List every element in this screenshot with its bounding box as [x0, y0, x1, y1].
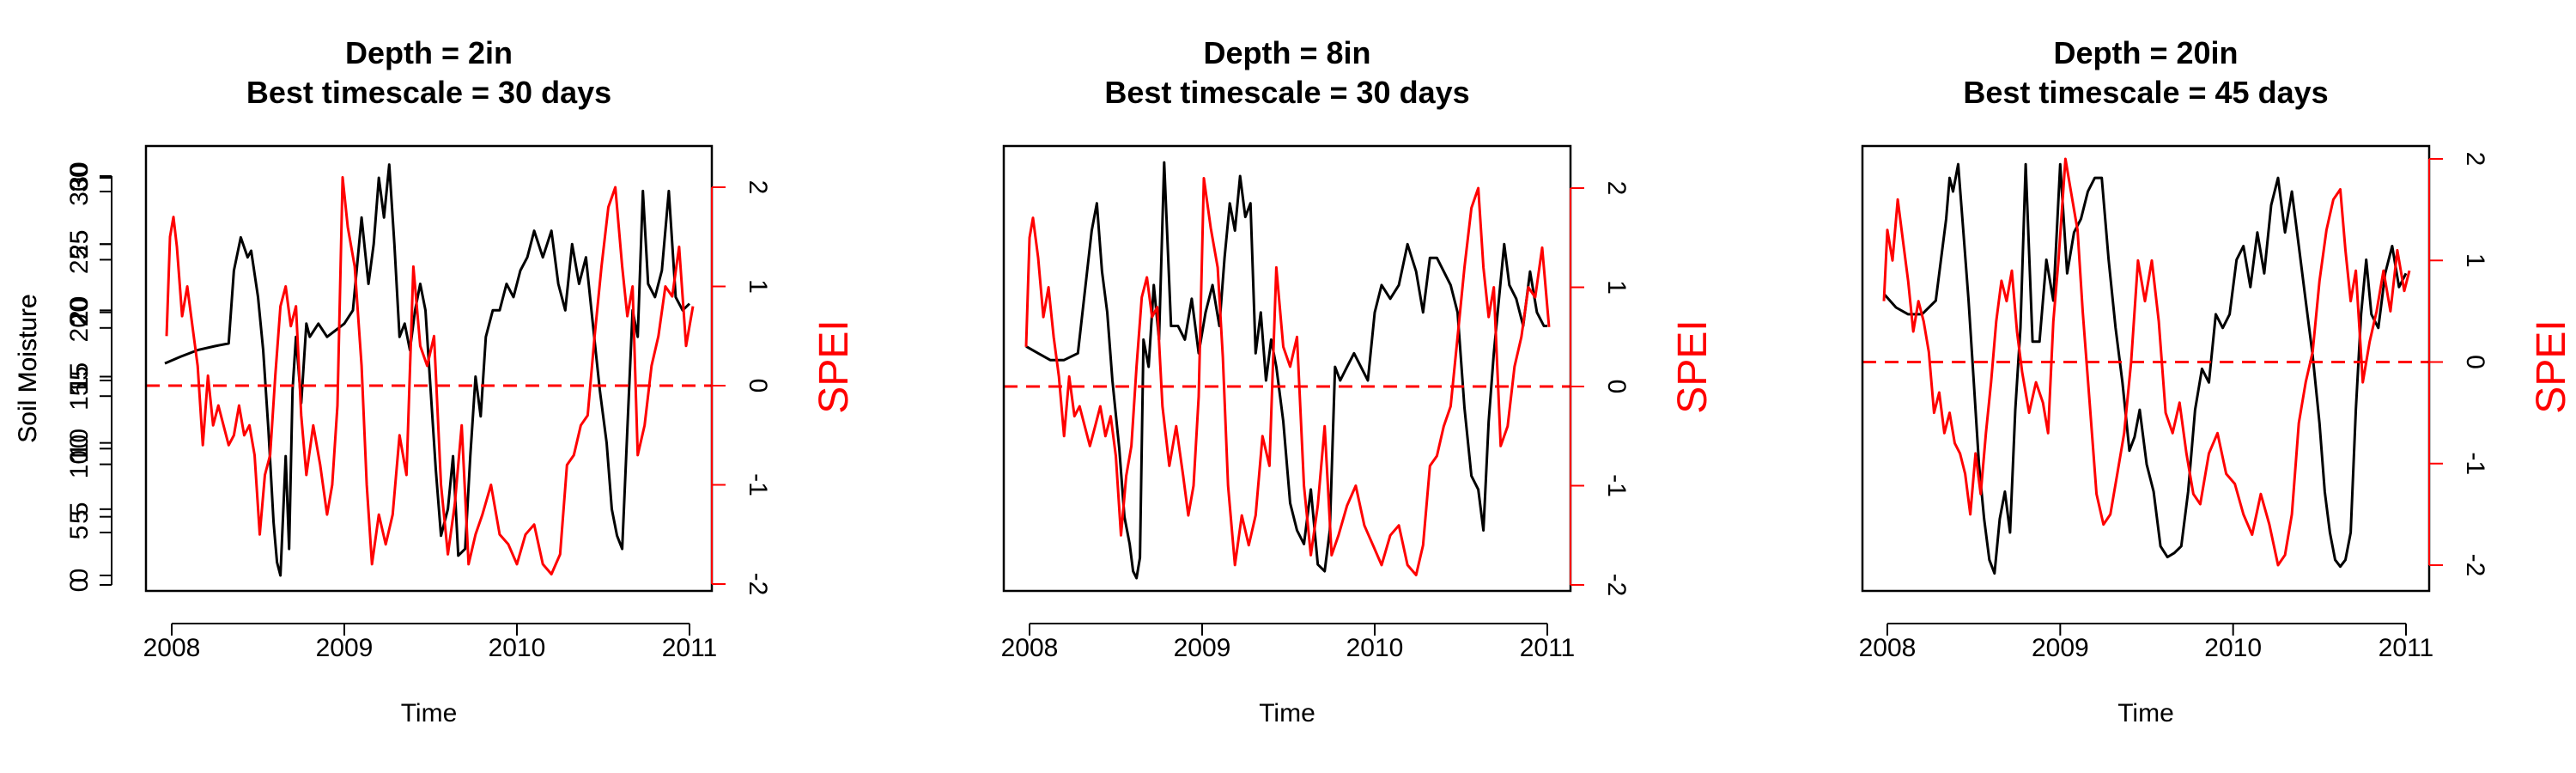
y-tick-label: 25: [65, 230, 94, 259]
y2-tick-label: -2: [2461, 554, 2489, 577]
y2-tick-label: -2: [744, 573, 772, 596]
y-tick-label: 10: [65, 429, 94, 457]
y-tick-label: 30: [65, 177, 94, 205]
y2-tick-label: 2: [2461, 152, 2489, 167]
x-tick-label: 2011: [2379, 634, 2434, 662]
y2-tick-label: -1: [1602, 474, 1631, 497]
y-tick-label: 5: [65, 509, 94, 524]
x-tick-label: 2008: [1001, 634, 1059, 662]
y-tick-label: 15: [65, 382, 94, 411]
x-axis-label: Time: [1259, 699, 1315, 727]
y-tick-label: 25: [65, 246, 94, 274]
y2-axis-label: SPEI: [2529, 320, 2574, 413]
chart-title: Depth = 8in: [1203, 35, 1370, 70]
y2-tick-label: -1: [744, 473, 772, 496]
y-axis-label: Soil Moisture: [14, 294, 42, 442]
y-tick-label: 0: [65, 569, 94, 583]
chart-subtitle: Best timescale = 30 days: [246, 75, 611, 110]
y-tick-label: 10: [65, 450, 94, 478]
y2-tick-label: -1: [2461, 452, 2489, 475]
chart-title: Depth = 20in: [2053, 35, 2238, 70]
y-tick-label: 5: [65, 502, 94, 516]
x-tick-label: 2010: [2204, 634, 2262, 662]
x-tick-label: 2008: [1859, 634, 1917, 662]
y2-tick-label: 1: [1602, 280, 1631, 295]
y2-axis-label: SPEI: [1670, 320, 1716, 413]
x-tick-label: 2010: [489, 634, 546, 662]
y2-tick-label: 0: [2461, 355, 2489, 369]
y2-axis-label: SPEI: [811, 320, 857, 413]
y-axis-label: Soil Moisture: [14, 294, 42, 442]
soil-moisture-series-line: [1025, 161, 1547, 580]
chart-subtitle: Best timescale = 30 days: [1104, 75, 1469, 110]
y2-tick-label: 1: [744, 279, 772, 294]
y-tick-label: 5: [65, 526, 94, 540]
spei-series-line: [1024, 177, 1551, 576]
plot-frame: [1002, 144, 1572, 593]
chart-title: Depth = 2in: [345, 35, 513, 70]
y2-tick-label: -2: [1602, 574, 1631, 597]
x-tick-label: 2008: [143, 634, 201, 662]
y2-tick-label: 1: [2461, 253, 2489, 268]
soil-moisture-series-line: [164, 163, 691, 577]
y-tick-label: 15: [65, 362, 94, 391]
y-tick-label: 25: [65, 229, 94, 258]
x-axis-label: Time: [2117, 699, 2174, 727]
y-axis-label: Soil Moisture: [14, 294, 42, 442]
x-tick-label: 2011: [662, 634, 718, 662]
x-axis-label: Time: [401, 699, 458, 727]
y2-tick-label: 0: [1602, 380, 1631, 394]
x-tick-label: 2009: [316, 634, 374, 662]
soil-moisture-series-line: [1882, 162, 2408, 575]
y-tick-label: 30: [65, 161, 94, 190]
y-tick-label: 20: [65, 298, 94, 326]
spei-series-line: [1882, 157, 2411, 567]
y-tick-label: 30: [65, 163, 94, 192]
y2-tick-label: 2: [1602, 181, 1631, 196]
y-tick-label: 0: [65, 578, 94, 593]
y2-tick-label: 2: [744, 180, 772, 195]
x-tick-label: 2009: [1174, 634, 1231, 662]
x-tick-label: 2009: [2032, 634, 2089, 662]
chart-subtitle: Best timescale = 45 days: [1963, 75, 2328, 110]
x-tick-label: 2010: [1346, 634, 1404, 662]
x-tick-label: 2011: [1520, 634, 1576, 662]
y-tick-label: 10: [65, 435, 94, 463]
spei-series-line: [165, 176, 695, 575]
y-tick-label: 20: [65, 313, 94, 342]
y2-tick-label: 0: [744, 379, 772, 393]
y-tick-label: 15: [65, 366, 94, 394]
y-tick-label: 20: [65, 296, 94, 325]
